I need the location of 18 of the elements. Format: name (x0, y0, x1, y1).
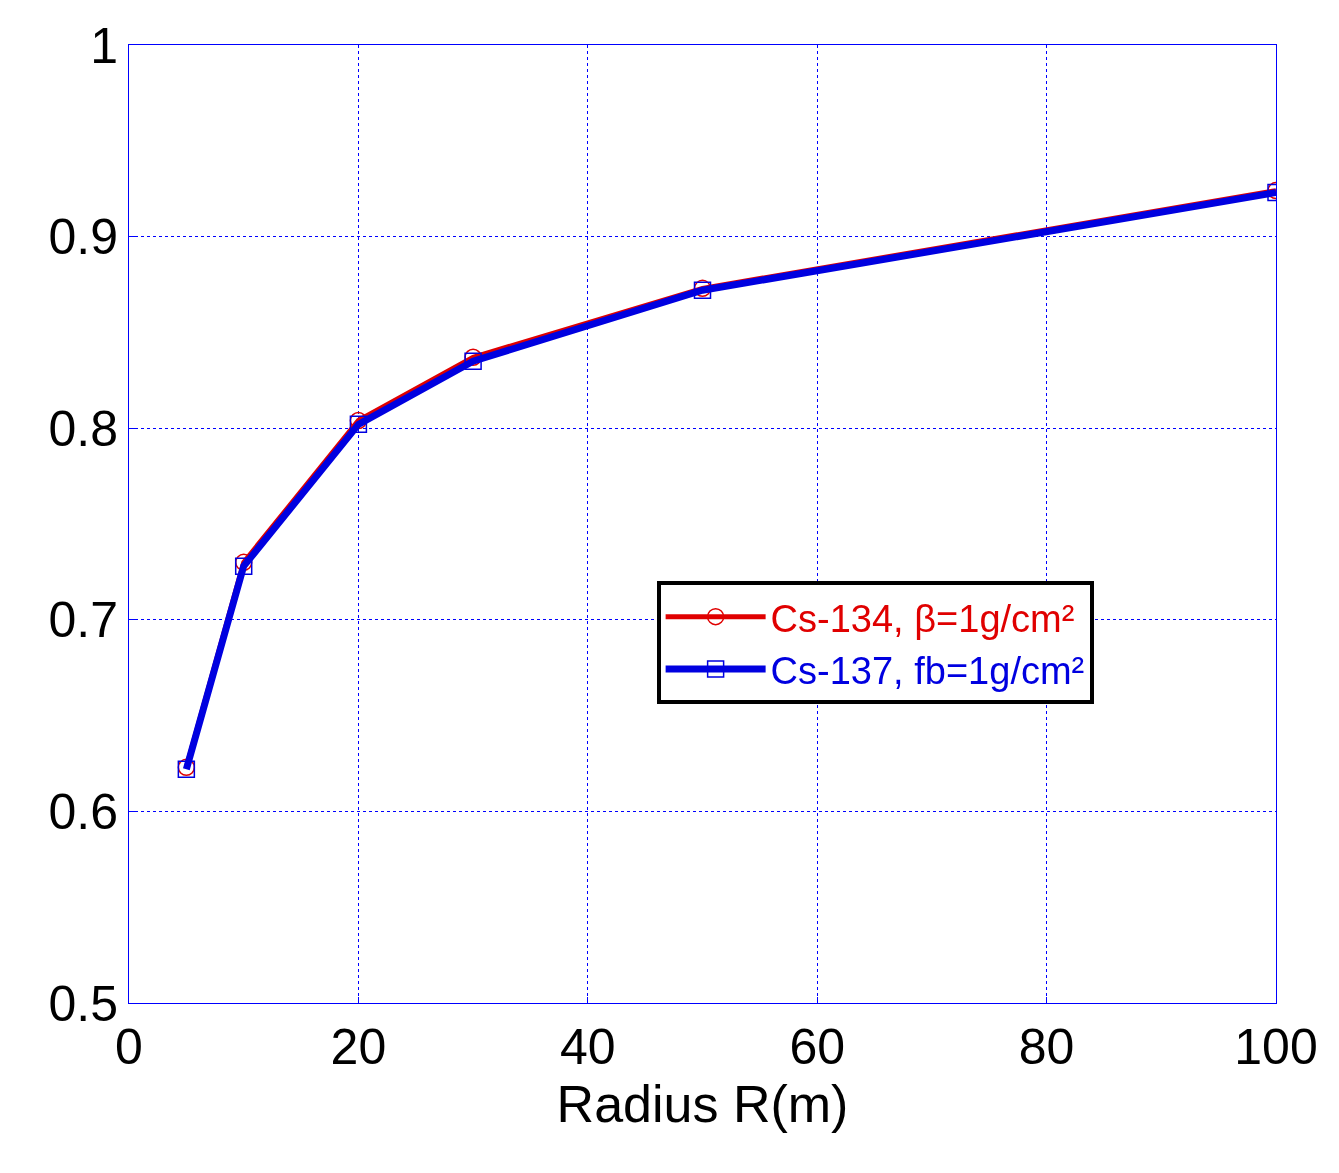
x-tick-label: 20 (330, 1019, 387, 1075)
x-tick-label: 0 (115, 1019, 143, 1075)
point (349, 415, 368, 434)
y-tick-label: 1 (90, 17, 118, 74)
legend-label: Cs-134, β=1g/cm² (770, 597, 1075, 640)
x-tick-label: 60 (789, 1019, 846, 1075)
y-tick-label: 0.5 (48, 975, 118, 1032)
x-tick-label: 100 (1234, 1019, 1318, 1075)
x-tick-label: 40 (559, 1019, 616, 1075)
x-axis-title: Radius R(m) (556, 1075, 849, 1133)
x-tick-label: 80 (1018, 1019, 1075, 1075)
legend-label: Cs-137, fb=1g/cm² (770, 649, 1085, 692)
point (234, 557, 253, 575)
point (464, 352, 482, 370)
y-tick-label: 0.7 (48, 592, 118, 649)
y-tick-label: 0.8 (48, 400, 118, 457)
y-tick-label: 0.6 (48, 783, 118, 840)
y-tick-label: 0.9 (48, 209, 118, 266)
